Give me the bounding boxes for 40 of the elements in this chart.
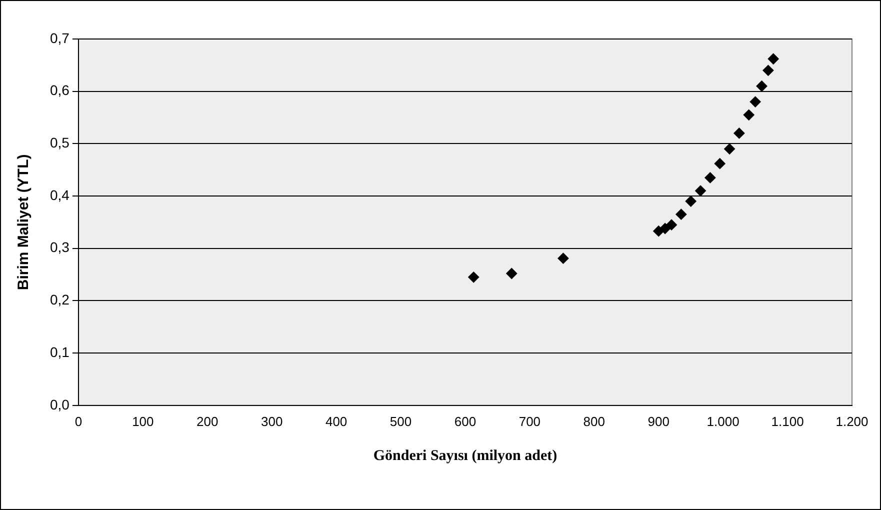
point	[468, 272, 480, 283]
point	[762, 64, 774, 76]
x-tick-label: 800	[583, 414, 606, 429]
y-tick-label: 0,2	[50, 292, 70, 308]
point	[750, 96, 761, 108]
y-tick-label: 0,5	[50, 134, 70, 151]
x-tick-label: 1.100	[771, 414, 804, 429]
x-tick-label: 100	[132, 414, 154, 429]
point	[743, 109, 754, 120]
y-tick-label: 0,4	[50, 186, 70, 203]
x-tick-label: 600	[454, 414, 476, 429]
point	[506, 268, 518, 279]
x-tick-label: 200	[196, 414, 218, 429]
point	[660, 222, 671, 234]
point	[704, 172, 716, 184]
x-tick-label: 500	[390, 414, 412, 429]
point	[695, 185, 706, 196]
x-tick-label: 700	[518, 414, 541, 429]
x-tick-label: 400	[325, 414, 348, 429]
point	[676, 208, 687, 220]
x-tick-label: 900	[648, 414, 670, 429]
point	[768, 53, 779, 64]
point	[558, 252, 569, 264]
point	[714, 158, 726, 170]
x-tick-label: 1.000	[706, 414, 740, 429]
y-axis-title: Birim Maliyet (YTL)	[15, 154, 32, 290]
y-tick-label: 0,6	[50, 82, 70, 98]
point	[724, 143, 736, 154]
x-tick-label: 300	[260, 414, 283, 429]
point	[756, 80, 768, 92]
y-tick-label: 0,0	[50, 396, 70, 412]
y-tick-label: 0,3	[50, 239, 70, 256]
x-tick-label: 0	[74, 414, 82, 429]
x-tick-label: 1.200	[836, 414, 868, 429]
point	[666, 219, 678, 230]
point	[734, 128, 745, 139]
y-tick-label: 0,1	[50, 344, 70, 360]
y-tick-label: 0,7	[50, 30, 70, 46]
point	[685, 196, 696, 207]
x-axis-title: Gönderi Sayısı (milyon adet)	[373, 448, 558, 464]
